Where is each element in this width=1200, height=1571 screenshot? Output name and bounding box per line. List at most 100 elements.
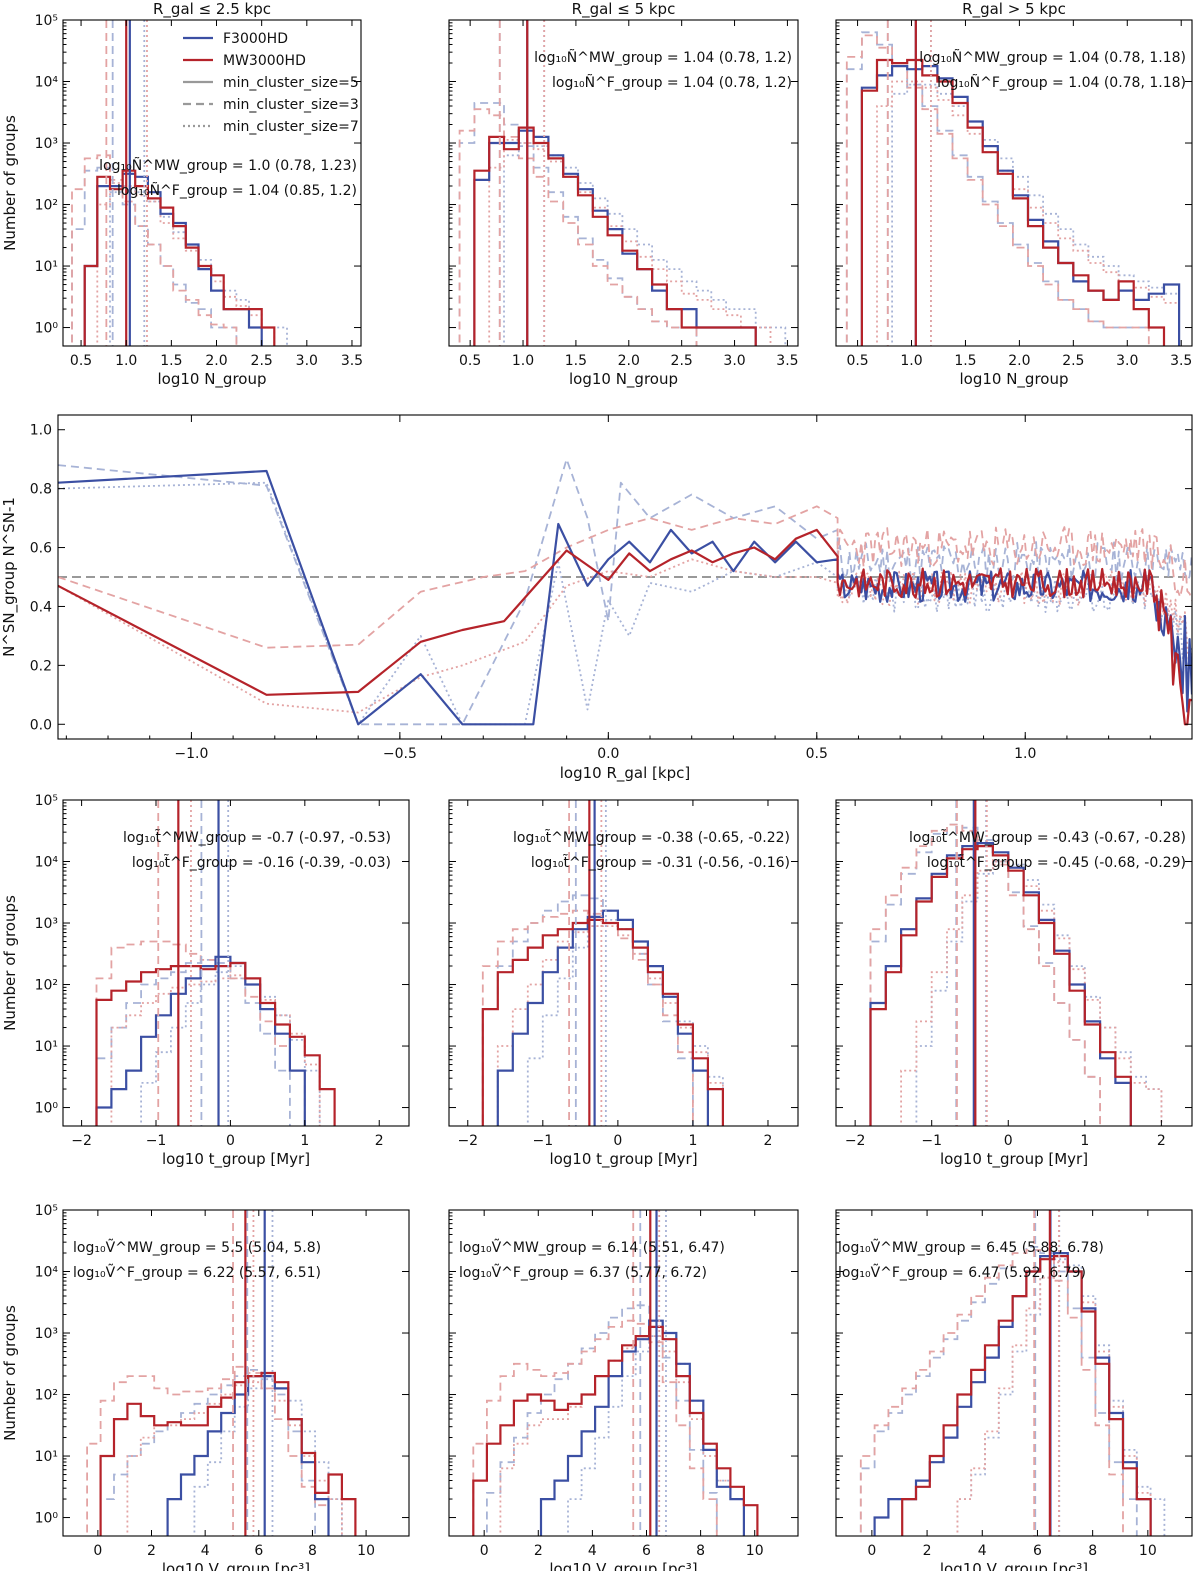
- x-axis-label: log10 t_group [Myr]: [940, 1150, 1088, 1169]
- y-tick-label: 10¹: [35, 259, 58, 275]
- axes-frame: [62, 19, 362, 347]
- y-tick-label: 0.8: [30, 482, 52, 498]
- hist-mw-mcs5: [901, 1255, 1152, 1536]
- x-tick-label: −2: [71, 1133, 92, 1149]
- x-axis-label: log10 V_group [pc³]: [162, 1560, 310, 1571]
- x-tick-label: −0.5: [383, 746, 417, 762]
- x-tick-label: 1.0: [115, 353, 137, 369]
- x-tick-label: 3.0: [1116, 353, 1138, 369]
- y-tick-label: 10¹: [35, 1449, 58, 1465]
- x-tick-label: 0.5: [459, 353, 481, 369]
- plot-area: [71, 20, 288, 346]
- line-mw-mcs3: [58, 505, 1192, 649]
- y-tick-label: 10⁴: [35, 1265, 59, 1281]
- median-annotation: log₁₀Ṽ^F_group = 6.22 (5.57, 6.51): [73, 1264, 321, 1281]
- x-tick-label: 3.0: [723, 353, 745, 369]
- x-axis-label: log10 t_group [Myr]: [162, 1150, 310, 1169]
- x-tick-label: 6: [642, 1543, 651, 1559]
- legend-label: MW3000HD: [223, 53, 306, 69]
- panel-tgroup_outer: −2 −1 0 1 2 log10 t_group [Myr] log₁₀t̃^MW_gro…: [835, 799, 1193, 1169]
- legend-label: min_cluster_size=3: [223, 97, 359, 113]
- hist-f-mcs7: [503, 142, 787, 346]
- y-tick-label: 10²: [35, 1388, 58, 1404]
- hist-mw-mcs5: [472, 1325, 759, 1536]
- y-tick-label: 0.6: [30, 541, 52, 557]
- legend-label: F3000HD: [223, 31, 288, 47]
- x-tick-label: 2.0: [618, 353, 640, 369]
- x-tick-label: 2: [923, 1543, 932, 1559]
- median-annotation: log₁₀t̃^MW_group = -0.43 (-0.67, -0.28): [909, 829, 1186, 846]
- median-annotation: log₁₀Ṽ^MW_group = 6.14 (5.51, 6.47): [459, 1239, 725, 1256]
- legend: F3000HD MW3000HD min_cluster_size=5 min_clu…: [183, 31, 359, 135]
- y-tick-label: 10³: [35, 136, 58, 152]
- x-tick-label: −2: [845, 1133, 866, 1149]
- x-tick-label: 2.5: [251, 353, 273, 369]
- axes-frame: [448, 799, 799, 1127]
- hist-mw-mcs5: [473, 126, 757, 346]
- hist-mw-mcs7: [900, 860, 1163, 1126]
- x-tick-label: 1: [1080, 1133, 1089, 1149]
- x-tick-label: 8: [1088, 1543, 1097, 1559]
- x-tick-label: 0: [226, 1133, 235, 1149]
- axes-frame: [835, 1209, 1193, 1537]
- y-tick-label: 10⁰: [35, 1511, 59, 1527]
- panel-vgroup_inner: 0 2 4 6 8 10 10⁰ 10¹ 10² 10³ 10⁴ 10⁵ log10 V_group […: [1, 1203, 410, 1571]
- x-tick-label: 2: [764, 1133, 773, 1149]
- legend-label: min_cluster_size=7: [223, 119, 359, 135]
- median-annotation: log₁₀t̃^F_group = -0.16 (-0.39, -0.03): [132, 854, 391, 871]
- x-tick-label: 0: [613, 1133, 622, 1149]
- x-tick-label: 2: [375, 1133, 384, 1149]
- panel-ngroup_inner: 0.5 1.0 1.5 2.0 2.5 3.0 3.5 10⁰ 10¹ 10² 10³ 10⁴ 10⁵ R…: [1, 0, 363, 389]
- x-tick-label: 1.5: [160, 353, 182, 369]
- panel-title: R_gal > 5 kpc: [962, 0, 1066, 19]
- panel-tgroup_inner: −2 −1 0 1 2 10⁰ 10¹ 10² 10³ 10⁴ 10⁵ log10 t_group […: [1, 793, 410, 1169]
- axes-frame: [62, 1209, 410, 1537]
- plot-area: [86, 1210, 357, 1536]
- median-annotation: log₁₀Ñ^MW_group = 1.0 (0.78, 1.23): [99, 157, 357, 174]
- plot-area: [481, 800, 724, 1126]
- x-tick-label: 0.0: [597, 746, 619, 762]
- x-tick-label: 0.5: [70, 353, 92, 369]
- x-tick-label: 2.5: [1062, 353, 1084, 369]
- x-tick-label: 8: [308, 1543, 317, 1559]
- x-tick-label: 0: [867, 1543, 876, 1559]
- x-tick-label: 1.0: [900, 353, 922, 369]
- x-axis-label: log10 R_gal [kpc]: [560, 764, 690, 783]
- x-tick-label: 2.5: [671, 353, 693, 369]
- hist-f-mcs5: [496, 909, 709, 1126]
- hist-mw-mcs3: [472, 1319, 718, 1536]
- x-tick-label: 1: [300, 1133, 309, 1149]
- y-axis-label: Number of groups: [1, 895, 19, 1031]
- x-axis-label: log10 N_group: [569, 370, 678, 389]
- plot-area: [869, 800, 1163, 1126]
- median-annotation: log₁₀Ñ^MW_group = 1.04 (0.78, 1.2): [534, 49, 792, 66]
- plot-area: [472, 1210, 759, 1536]
- panel-tgroup_mid: −2 −1 0 1 2 log10 t_group [Myr] log₁₀t̃^MW_gro…: [448, 799, 799, 1169]
- median-annotation: log₁₀Ñ^F_group = 1.04 (0.85, 1.2): [117, 182, 357, 199]
- median-annotation: log₁₀Ṽ^MW_group = 5.5 (5.04, 5.8): [73, 1239, 321, 1256]
- y-tick-label: 10⁰: [35, 1101, 59, 1117]
- x-axis-label: log10 N_group: [959, 370, 1068, 389]
- y-tick-label: 10²: [35, 978, 58, 994]
- hist-f-mcs3: [481, 894, 694, 1126]
- x-tick-label: 3.0: [296, 353, 318, 369]
- median-annotation: log₁₀t̃^F_group = -0.31 (-0.56, -0.16): [531, 854, 790, 871]
- panel-ngroup_outer: 0.5 1.0 1.5 2.0 2.5 3.0 3.5 R_gal > 5 kpc log10 …: [835, 0, 1193, 389]
- hist-f-mcs3: [486, 1304, 718, 1536]
- x-axis-label: log10 V_group [pc³]: [940, 1560, 1088, 1571]
- x-tick-label: 1.5: [954, 353, 976, 369]
- hist-f-mcs5: [539, 1319, 745, 1536]
- x-tick-label: 0: [480, 1543, 489, 1559]
- x-tick-label: 1.0: [512, 353, 534, 369]
- panel-ngroup_mid: 0.5 1.0 1.5 2.0 2.5 3.0 3.5 R_gal ≤ 5 kpc log10 …: [448, 0, 799, 389]
- x-tick-label: 0.5: [806, 746, 828, 762]
- x-tick-label: 2.0: [1008, 353, 1030, 369]
- panel-vgroup_outer: 0 2 4 6 8 10 log10 V_group [pc³] log₁₀Ṽ^MW_grou…: [835, 1209, 1193, 1571]
- x-tick-label: 3.5: [776, 353, 798, 369]
- hist-f-mcs5: [869, 842, 1132, 1126]
- x-axis-label: log10 N_group: [157, 370, 266, 389]
- panel-title: R_gal ≤ 2.5 kpc: [153, 0, 271, 19]
- y-tick-label: 0.4: [30, 599, 52, 615]
- x-axis-label: log10 V_group [pc³]: [549, 1560, 697, 1571]
- hist-mw-mcs3: [481, 909, 694, 1126]
